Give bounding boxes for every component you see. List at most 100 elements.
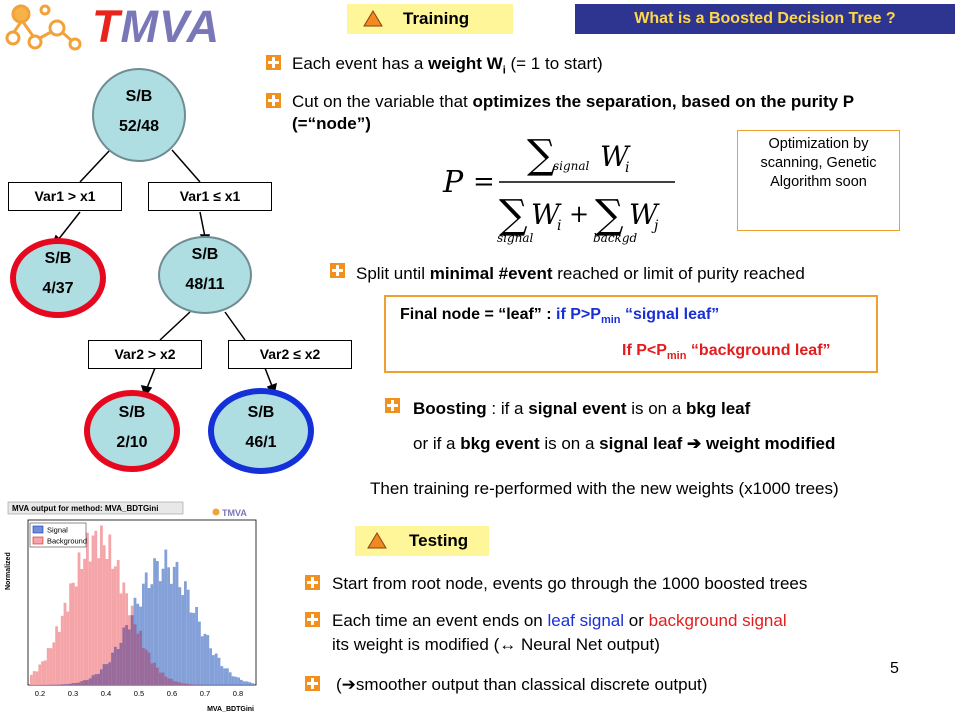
retrain-note: Then training re-performed with the new …: [370, 479, 839, 498]
bullet-testing-start: Start from root node, events go through …: [332, 574, 808, 593]
histogram-xtick: 0.8: [233, 689, 243, 698]
node-value: 48/11: [185, 276, 225, 293]
svg-text:+: +: [569, 200, 589, 228]
signal-bar: [172, 566, 176, 685]
node-value: 2/10: [116, 434, 148, 451]
signal-bar: [200, 636, 204, 685]
node-value: 52/48: [118, 118, 160, 135]
overlap-bar: [94, 674, 98, 685]
arrow-icon: ➔: [687, 434, 702, 453]
testing-tab: Testing: [355, 526, 489, 556]
overlap-bar: [108, 662, 112, 685]
background-bar: [91, 535, 95, 685]
histogram-ylabel: Normalized: [5, 552, 12, 590]
overlap-bar: [100, 669, 103, 685]
overlap-bar: [114, 646, 117, 685]
legend-background: Background: [47, 537, 87, 546]
svg-text:W: W: [531, 198, 562, 231]
plus-bullet-icon: [385, 398, 400, 413]
arrow-icon: ➔: [341, 675, 356, 694]
background-bar: [100, 525, 103, 685]
signal-bar: [203, 633, 207, 685]
overlap-bar: [144, 649, 148, 685]
background-bar: [77, 552, 81, 685]
overlap-bar: [161, 672, 165, 685]
signal-bar: [237, 677, 240, 685]
overlap-bar: [74, 683, 78, 685]
cut-var1-greater: Var1 > x1: [8, 182, 122, 211]
signal-bar: [147, 588, 151, 685]
overlap-bar: [77, 682, 81, 685]
histogram-xtick: 0.4: [101, 689, 111, 698]
overlap-bar: [111, 652, 114, 685]
signal-bar: [251, 683, 254, 685]
svg-text:∑: ∑: [595, 192, 624, 238]
histogram-xtick: 0.2: [35, 689, 45, 698]
signal-bar: [164, 549, 168, 685]
tree-node-left: S/B 4/37: [10, 238, 106, 318]
overlap-bar: [150, 663, 154, 685]
tmva-logo-text: TMVA: [92, 1, 221, 52]
svg-text:W: W: [629, 198, 660, 231]
svg-text:P: P: [442, 165, 464, 200]
signal-bar: [195, 606, 198, 685]
bullet-event-weight: Each event has a weight Wi (= 1 to start…: [292, 54, 603, 77]
signal-bar: [214, 653, 218, 685]
leaf-definition-box: Final node = “leaf” : if P>Pmin “signal …: [384, 295, 878, 373]
overlap-bar: [184, 683, 187, 685]
background-bar: [58, 631, 61, 685]
signal-bar: [206, 635, 210, 685]
tree-root-node: S/B 52/48: [92, 68, 186, 162]
background-bar: [114, 566, 117, 685]
overlap-bar: [125, 625, 128, 685]
optimization-note: Optimization by scanning, Genetic Algori…: [737, 130, 900, 231]
background-bar: [116, 560, 120, 685]
overlap-bar: [66, 684, 70, 685]
background-bar: [55, 626, 58, 685]
tree-leaf-right: S/B 46/1: [208, 388, 314, 474]
overlap-bar: [116, 649, 120, 685]
overlap-bar: [122, 627, 126, 685]
overlap-bar: [172, 681, 176, 685]
signal-bar: [150, 584, 154, 685]
overlap-bar: [181, 683, 184, 685]
svg-text:i: i: [625, 160, 629, 176]
signal-bar: [153, 558, 156, 685]
signal-bar: [209, 648, 212, 685]
signal-bar: [178, 587, 182, 685]
node-value: 4/37: [42, 280, 74, 297]
svg-text:i: i: [557, 218, 561, 234]
purity-formula: P = ∑ signal W i ∑ signal W i + ∑ backgd…: [442, 132, 675, 245]
svg-text:j: j: [651, 218, 659, 234]
overlap-bar: [88, 678, 92, 685]
node-label: S/B: [191, 246, 219, 263]
overlap-bar: [133, 624, 137, 685]
signal-bar: [240, 679, 243, 685]
signal-bar: [228, 672, 232, 685]
bullet-testing-weight-line2: its weight is modified (↔ Neural Net out…: [332, 635, 660, 654]
overlap-bar: [170, 678, 173, 685]
warning-icon: [363, 10, 383, 27]
svg-text:∑: ∑: [499, 192, 528, 238]
signal-bar: [142, 583, 145, 685]
slide-title: What is a Boosted Decision Tree ?: [575, 4, 955, 34]
overlap-bar: [60, 684, 64, 685]
histogram-title: MVA output for method: MVA_BDTGini: [12, 504, 159, 513]
overlap-bar: [189, 684, 193, 685]
overlap-bar: [136, 633, 140, 685]
bullet-boosting: Boosting : if a signal event is on a bkg…: [413, 399, 751, 418]
background-bar: [38, 664, 42, 685]
background-bar: [60, 615, 64, 685]
node-label: S/B: [247, 404, 275, 421]
background-bar: [102, 545, 106, 685]
cut-var2-lesseq: Var2 ≤ x2: [228, 340, 352, 369]
background-bar: [80, 569, 84, 685]
background-bar: [88, 561, 92, 685]
overlap-bar: [80, 681, 84, 685]
leaf-background-line: If P<Pmin “background leaf”: [622, 342, 831, 363]
background-bar: [119, 593, 123, 685]
warning-icon: [367, 532, 387, 549]
histogram-xlabel: MVA_BDTGini: [207, 706, 254, 713]
signal-bar: [234, 676, 238, 685]
signal-bar: [181, 595, 184, 685]
